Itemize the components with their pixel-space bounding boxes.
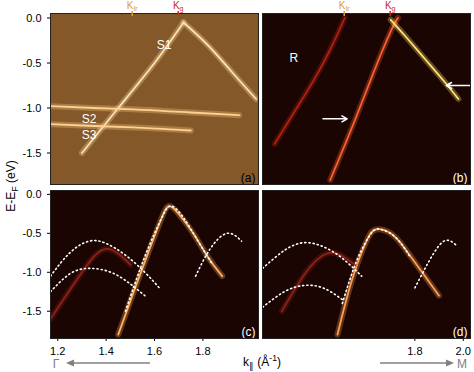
- svg-text:1.2: 1.2: [50, 345, 65, 357]
- svg-text:KIr: KIr: [127, 0, 139, 12]
- svg-text:0.0: 0.0: [26, 12, 41, 24]
- svg-text:Γ: Γ: [53, 357, 60, 371]
- svg-text:S2: S2: [82, 112, 97, 126]
- svg-text:2.0: 2.0: [456, 345, 471, 357]
- svg-text:(c): (c): [242, 325, 256, 339]
- svg-text:1.8: 1.8: [407, 345, 422, 357]
- html-text:(eV): (eV): [3, 160, 18, 187]
- svg-text:(a): (a): [241, 171, 256, 185]
- svg-text:-1.0: -1.0: [23, 266, 42, 278]
- svg-text:0.0: 0.0: [26, 188, 41, 200]
- svg-text:k∥ (Å-1): k∥ (Å-1): [243, 353, 281, 371]
- svg-text:1.4: 1.4: [98, 345, 113, 357]
- svg-text:-0.5: -0.5: [23, 227, 42, 239]
- svg-text:R: R: [290, 51, 299, 65]
- svg-text:Kg: Kg: [173, 0, 184, 13]
- svg-text:(b): (b): [453, 171, 468, 185]
- html-text:F: F: [10, 186, 21, 192]
- svg-text:-1.0: -1.0: [23, 102, 42, 114]
- html-text:E-E: E-E: [3, 191, 18, 212]
- svg-text:S3: S3: [82, 128, 97, 142]
- svg-text:1.6: 1.6: [147, 345, 162, 357]
- svg-text:M: M: [457, 357, 467, 371]
- svg-text:Kg: Kg: [385, 0, 396, 13]
- svg-text:(d): (d): [453, 325, 468, 339]
- svg-text:1.8: 1.8: [195, 345, 210, 357]
- svg-text:KIr: KIr: [339, 0, 351, 12]
- svg-text:-1.5: -1.5: [23, 147, 42, 159]
- svg-text:S1: S1: [157, 38, 172, 52]
- svg-text:-0.5: -0.5: [23, 57, 42, 69]
- svg-text:-1.5: -1.5: [23, 305, 42, 317]
